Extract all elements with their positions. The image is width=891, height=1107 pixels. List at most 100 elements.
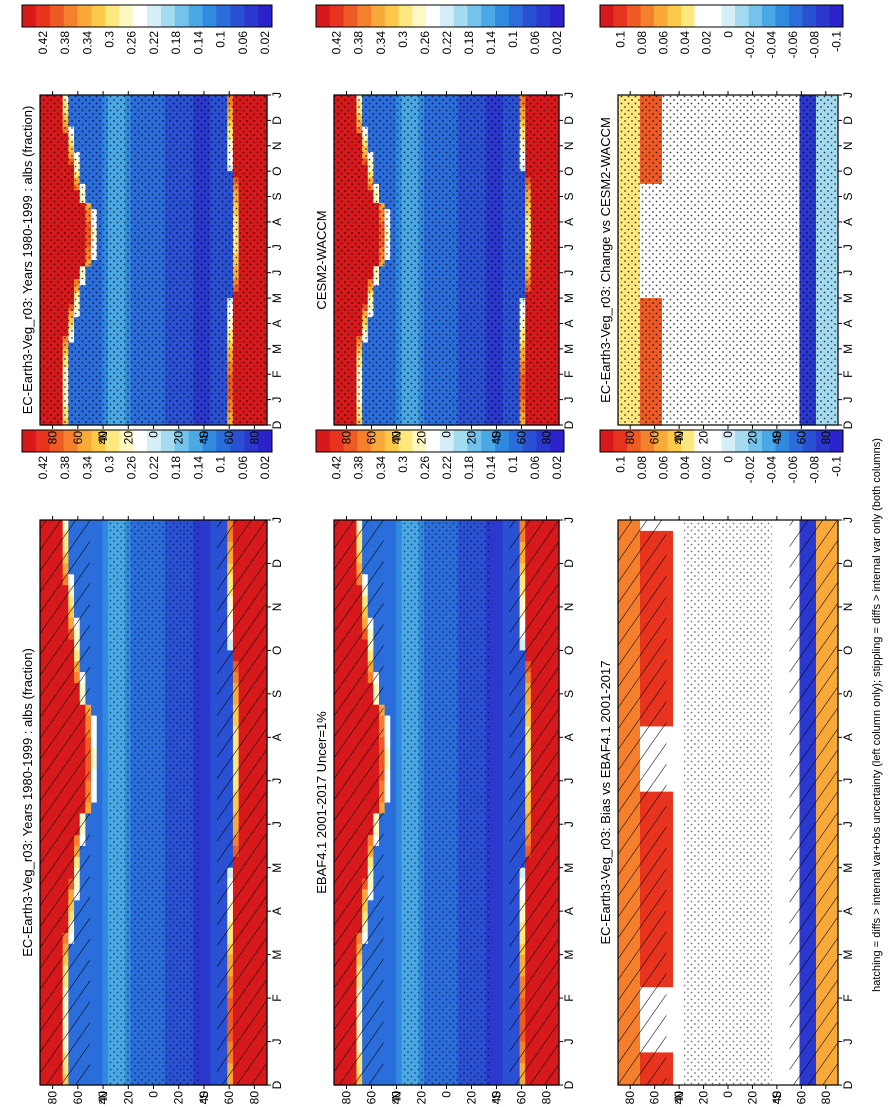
heat-cell [497, 1052, 504, 1064]
heat-cell [390, 1041, 397, 1054]
stippling-overlay [401, 520, 492, 1085]
heat-cell [390, 541, 397, 554]
heat-cell [678, 1052, 685, 1064]
heat-cell [204, 704, 211, 717]
heat-cell [673, 780, 680, 793]
heat-cell [395, 769, 403, 782]
heat-cell [210, 682, 217, 695]
heat-cell [198, 520, 206, 532]
heat-cell [673, 802, 680, 814]
heat-cell [395, 867, 403, 880]
heat-cell [502, 682, 509, 695]
heat-cell [491, 835, 498, 847]
heat-cell [384, 1052, 391, 1064]
heat-cell [198, 998, 206, 1010]
heat-cell [502, 835, 509, 847]
heat-cell [491, 693, 498, 706]
heat-cell [198, 922, 206, 934]
heat-cell [102, 530, 109, 543]
month-tick-label: N [270, 603, 284, 612]
heat-cell [673, 563, 680, 575]
month-tick-label: A [562, 907, 576, 915]
heat-cell [198, 693, 206, 706]
lat-tick-label: 80 [340, 1091, 354, 1105]
month-tick-label: D [270, 1080, 284, 1089]
month-tick-label: A [562, 733, 576, 741]
heat-cell [390, 726, 397, 738]
plot-area [39, 519, 268, 1086]
month-tick-label: M [270, 950, 284, 960]
colorbar-label: 0.14 [191, 456, 205, 480]
heat-cell [204, 802, 211, 814]
heat-cell [491, 769, 498, 782]
heat-cell [678, 585, 685, 597]
heat-cell [390, 1063, 397, 1075]
heat-cell [210, 563, 217, 575]
heat-cell [667, 889, 674, 901]
heat-cell [390, 954, 397, 967]
heat-cell [491, 759, 498, 771]
heat-cell [497, 552, 504, 565]
heat-cell [491, 1052, 498, 1064]
heat-cell [96, 1030, 104, 1043]
heat-cell [673, 943, 680, 956]
heat-cell [102, 954, 109, 967]
heat-cell [210, 802, 217, 814]
heat-cell [497, 932, 504, 945]
colorbar-swatch [762, 430, 776, 452]
heat-cell [102, 585, 109, 597]
heat-cell [678, 835, 685, 847]
heat-cell [667, 976, 674, 988]
heat-cell [667, 574, 674, 586]
heat-cell [96, 889, 104, 901]
heat-cell [667, 998, 674, 1010]
heat-cell [497, 856, 504, 869]
heat-cell [667, 867, 674, 880]
heat-cell [390, 628, 397, 641]
lat-unit-south: °S [490, 1091, 504, 1104]
heat-cell [673, 965, 680, 977]
heat-cell [390, 976, 397, 988]
heat-cell [198, 715, 206, 728]
heat-cell [102, 639, 109, 651]
month-tick-label: M [562, 863, 576, 873]
heat-cell [673, 867, 680, 880]
heat-cell [491, 1030, 498, 1043]
heat-cell [673, 976, 680, 988]
heat-cell [491, 617, 498, 630]
heat-cell [96, 715, 104, 728]
heat-cell [384, 1074, 391, 1086]
heat-cell [667, 900, 674, 912]
colorbar-label: 0.26 [418, 456, 432, 480]
colorbar-label: 0.18 [462, 456, 476, 480]
heat-cell [198, 672, 206, 684]
hatching-overlay [509, 520, 559, 1085]
heat-cell [198, 737, 206, 749]
heat-cell [678, 520, 685, 532]
heat-cell [96, 1052, 104, 1064]
heat-cell [390, 639, 397, 651]
heat-cell [497, 911, 504, 923]
heat-cell [673, 596, 680, 608]
month-tick-label: M [562, 950, 576, 960]
heat-cell [198, 1008, 206, 1021]
colorbar-swatch [329, 430, 345, 452]
heat-cell [395, 976, 403, 988]
heat-cell [667, 813, 674, 825]
heat-cell [210, 748, 217, 760]
heat-cell [384, 802, 391, 814]
heat-cell [673, 856, 680, 869]
heat-cell [96, 737, 104, 749]
heat-cell [384, 1008, 391, 1021]
lat-axis: 80 60 40 20 0 20 40 60 80°N °S [340, 516, 554, 1104]
heat-cell [91, 704, 98, 717]
heat-cell [667, 1063, 674, 1075]
heat-cell [667, 943, 674, 956]
colorbar-label: 0.34 [80, 456, 94, 480]
heat-cell [96, 585, 104, 597]
colorbar-label: 0.38 [352, 456, 366, 480]
heat-cell [497, 650, 504, 662]
heat-cell [491, 780, 498, 793]
heat-cell [673, 585, 680, 597]
heat-cell [497, 585, 504, 597]
